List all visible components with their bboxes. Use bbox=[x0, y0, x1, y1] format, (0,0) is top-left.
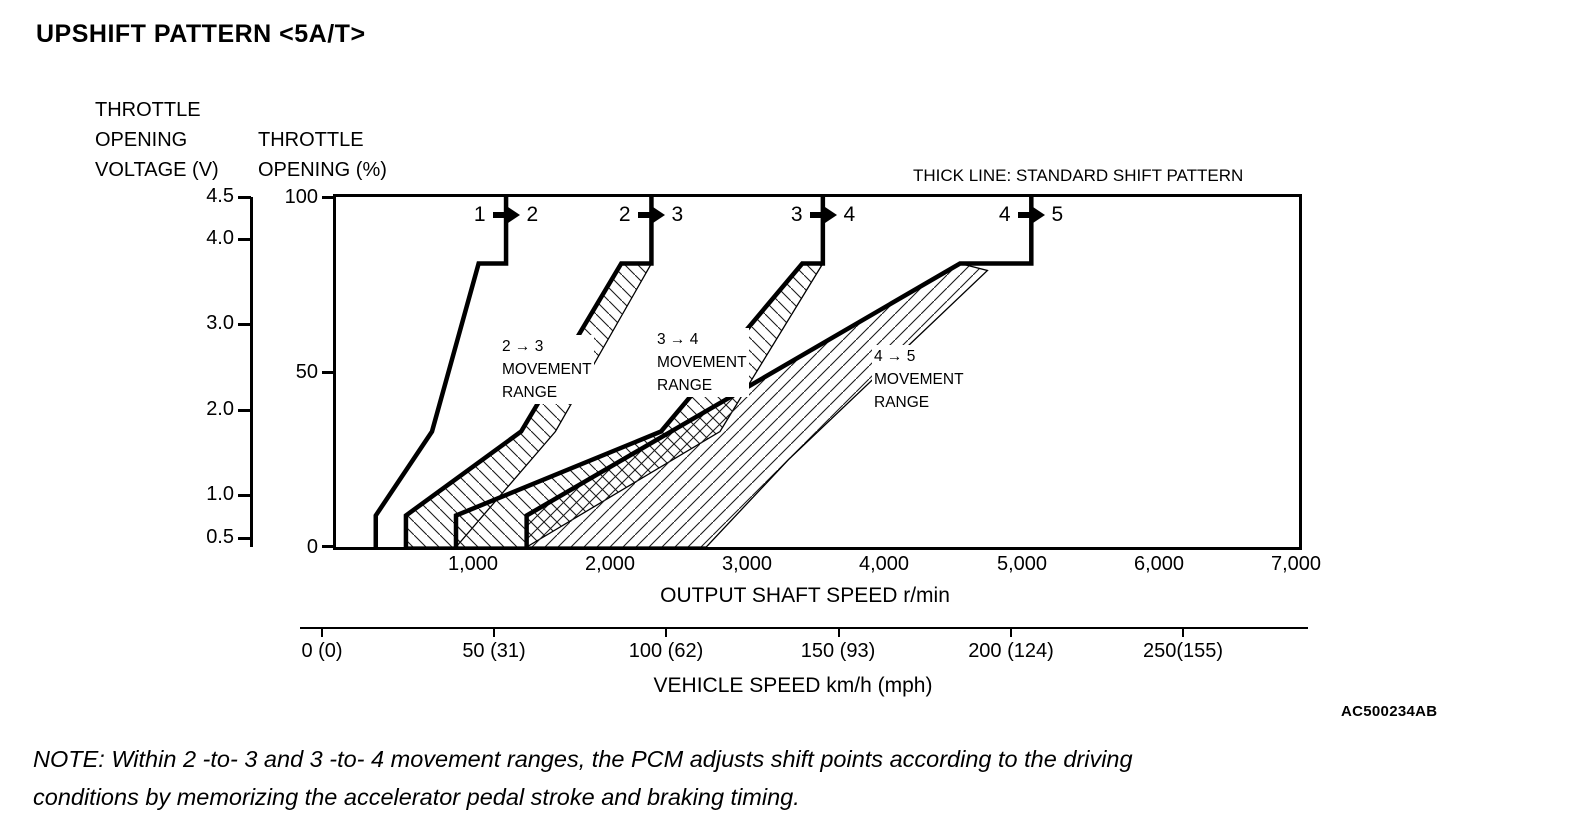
voltage-axis-line bbox=[250, 197, 253, 547]
percent-tick-mark bbox=[322, 545, 336, 548]
voltage-tick-label: 0.5 bbox=[206, 526, 234, 548]
rpm-tick-label: 2,000 bbox=[584, 553, 636, 575]
speed-tick-mark bbox=[321, 627, 323, 637]
plot-area bbox=[333, 194, 1302, 550]
shift-label-2-3: 2 3 bbox=[606, 203, 696, 227]
range-label-line: 4 → 5 bbox=[874, 348, 916, 365]
speed-tick-label: 0 (0) bbox=[301, 640, 343, 662]
speed-tick-mark bbox=[838, 627, 840, 637]
right-arrow-icon bbox=[492, 207, 520, 223]
rpm-tick-label: 7,000 bbox=[1270, 553, 1322, 575]
speed-axis-line bbox=[300, 627, 1308, 629]
percent-axis-heading: THROTTLE OPENING (%) bbox=[258, 125, 387, 185]
percent-tick-mark bbox=[322, 196, 336, 199]
rpm-tick-label: 5,000 bbox=[996, 553, 1048, 575]
voltage-axis-heading: THROTTLE OPENING VOLTAGE (V) bbox=[95, 95, 219, 185]
speed-tick-mark bbox=[1182, 627, 1184, 637]
range-label-2-3: 2 → 3 MOVEMENT RANGE bbox=[500, 335, 594, 404]
voltage-axis-heading-line: THROTTLE bbox=[95, 99, 201, 121]
range-label-line: MOVEMENT bbox=[874, 371, 964, 388]
shift-label-3-4: 3 4 bbox=[778, 203, 868, 227]
percent-tick-mark bbox=[322, 371, 336, 374]
percent-tick-label: 100 bbox=[284, 186, 318, 208]
page-title: UPSHIFT PATTERN <5A/T> bbox=[36, 20, 366, 48]
note-text: NOTE: Within 2 -to- 3 and 3 -to- 4 movem… bbox=[33, 740, 1133, 816]
1-2 standard shift line bbox=[373, 197, 509, 547]
4-5 standard shift line bbox=[524, 197, 1034, 547]
speed-tick-mark bbox=[493, 627, 495, 637]
speed-tick-label: 250(155) bbox=[1142, 640, 1224, 662]
range-label-line: RANGE bbox=[874, 394, 930, 411]
speed-tick-label: 200 (124) bbox=[968, 640, 1054, 662]
shift-label-1-2: 1 2 bbox=[461, 203, 551, 227]
range-label-line: RANGE bbox=[502, 384, 558, 401]
rpm-tick-label: 3,000 bbox=[721, 553, 773, 575]
shift-to: 4 bbox=[843, 203, 856, 226]
voltage-tick-mark bbox=[238, 409, 251, 412]
speed-tick-label: 150 (93) bbox=[800, 640, 876, 662]
note-line: conditions by memorizing the accelerator… bbox=[33, 784, 800, 810]
percent-tick-label: 0 bbox=[306, 536, 318, 558]
percent-axis-heading-line: THROTTLE bbox=[258, 129, 364, 151]
right-arrow-icon bbox=[1017, 207, 1045, 223]
range-label-line: MOVEMENT bbox=[657, 354, 747, 371]
range-label-line: RANGE bbox=[657, 377, 713, 394]
voltage-tick-mark bbox=[238, 238, 251, 241]
shift-to: 5 bbox=[1051, 203, 1064, 226]
voltage-tick-mark bbox=[238, 323, 251, 326]
range-label-line: MOVEMENT bbox=[502, 361, 592, 378]
range-label-line: 3 → 4 bbox=[657, 331, 699, 348]
voltage-tick-mark bbox=[238, 537, 251, 540]
rpm-tick-label: 1,000 bbox=[447, 553, 499, 575]
voltage-axis-heading-line: VOLTAGE (V) bbox=[95, 159, 219, 181]
shift-from: 2 bbox=[618, 203, 631, 226]
range-label-line: 2 → 3 bbox=[502, 338, 544, 355]
voltage-tick-label: 1.0 bbox=[206, 483, 234, 505]
legend-note: THICK LINE: STANDARD SHIFT PATTERN bbox=[913, 166, 1244, 185]
shift-pattern-chart bbox=[373, 197, 1034, 547]
voltage-tick-label: 4.0 bbox=[206, 227, 234, 249]
note-line: NOTE: Within 2 -to- 3 and 3 -to- 4 movem… bbox=[33, 746, 1133, 772]
range-label-3-4: 3 → 4 MOVEMENT RANGE bbox=[655, 328, 749, 397]
range-label-4-5: 4 → 5 MOVEMENT RANGE bbox=[872, 345, 966, 414]
voltage-tick-label: 4.5 bbox=[206, 185, 234, 207]
shift-to: 3 bbox=[671, 203, 684, 226]
rpm-tick-label: 4,000 bbox=[858, 553, 910, 575]
percent-tick-label: 50 bbox=[295, 361, 318, 383]
voltage-axis-heading-line: OPENING bbox=[95, 129, 188, 151]
speed-tick-mark bbox=[1010, 627, 1012, 637]
speed-tick-label: 50 (31) bbox=[462, 640, 526, 662]
speed-tick-mark bbox=[665, 627, 667, 637]
speed-tick-label: 100 (62) bbox=[628, 640, 704, 662]
shift-from: 4 bbox=[998, 203, 1011, 226]
shift-to: 2 bbox=[526, 203, 539, 226]
shift-label-4-5: 4 5 bbox=[986, 203, 1076, 227]
speed-axis-title: VEHICLE SPEED km/h (mph) bbox=[653, 674, 933, 697]
shift-from: 1 bbox=[473, 203, 486, 226]
voltage-tick-mark bbox=[238, 196, 251, 199]
shift-from: 3 bbox=[790, 203, 803, 226]
rpm-axis-title: OUTPUT SHAFT SPEED r/min bbox=[660, 584, 950, 607]
voltage-tick-mark bbox=[238, 494, 251, 497]
voltage-tick-label: 3.0 bbox=[206, 312, 234, 334]
right-arrow-icon bbox=[637, 207, 665, 223]
right-arrow-icon bbox=[809, 207, 837, 223]
rpm-tick-label: 6,000 bbox=[1133, 553, 1185, 575]
percent-axis-heading-line: OPENING (%) bbox=[258, 159, 387, 181]
voltage-tick-label: 2.0 bbox=[206, 398, 234, 420]
figure-code: AC500234AB bbox=[1341, 703, 1438, 720]
